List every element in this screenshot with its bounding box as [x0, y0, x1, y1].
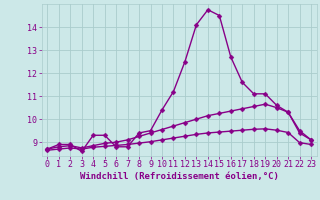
X-axis label: Windchill (Refroidissement éolien,°C): Windchill (Refroidissement éolien,°C)	[80, 172, 279, 181]
